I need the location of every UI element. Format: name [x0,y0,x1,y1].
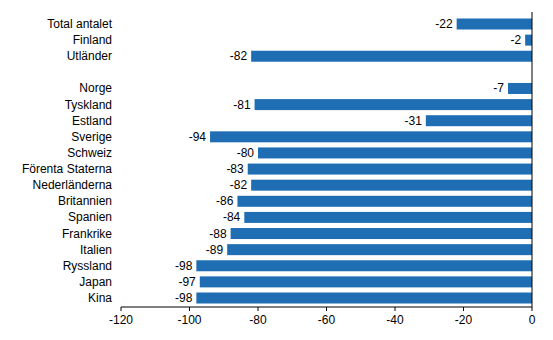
x-axis: -120 -100 -80 -60 -40 -20 0 [109,12,536,327]
x-tick [532,307,533,311]
data-label: -98 [175,259,193,273]
category-label: Spanien [68,210,112,224]
bar [231,228,532,239]
data-label: -94 [189,130,207,144]
bar [457,19,532,30]
category-label: Ryssland [63,259,112,273]
category-label: Norge [79,81,112,95]
bar [244,212,532,223]
x-tick [121,307,122,311]
category-label: Tyskland [65,98,112,112]
data-label: -84 [223,210,241,224]
bar [255,99,532,110]
category-label: Förenta Staterna [22,162,112,176]
bar [196,260,532,271]
data-label: -80 [237,146,255,160]
x-tick [189,307,190,311]
x-tick [258,307,259,311]
x-tick-label: -100 [177,313,201,327]
x-tick-label: -40 [386,313,404,327]
bar [227,244,532,255]
data-label: -81 [233,98,251,112]
category-label: Finland [73,33,112,47]
bars [196,19,532,304]
data-label: -2 [510,33,521,47]
data-label: -88 [209,227,227,241]
category-label: Schweiz [67,146,112,160]
x-tick-label: -80 [249,313,267,327]
category-label: Britannien [58,194,112,208]
category-label: Nederländerna [33,178,113,192]
x-tick-label: -120 [109,313,133,327]
x-tick-label: 0 [529,313,536,327]
data-label: -82 [230,49,248,63]
bar [251,51,532,62]
data-label: -22 [435,17,453,31]
bar [237,196,532,207]
x-tick-label: -20 [455,313,473,327]
category-label: Estland [72,114,112,128]
data-label: -86 [216,194,234,208]
data-label: -89 [206,243,224,257]
bar [525,35,532,46]
x-tick [326,307,327,311]
bar [248,164,532,175]
x-tick-label: -60 [318,313,336,327]
labels: Total antalet -22 Finland -2 Utländer -82 Norg… [22,17,522,305]
category-label: Total antalet [47,17,112,31]
bar [508,83,532,94]
x-tick [395,307,396,311]
data-label: -98 [175,291,193,305]
category-label: Kina [88,291,112,305]
data-label: -31 [404,114,422,128]
chart-container: Total antalet -22 Finland -2 Utländer -82 Norg… [0,0,553,340]
bar [210,131,532,142]
category-label: Italien [80,243,112,257]
bar [258,147,532,158]
data-label: -7 [493,81,504,95]
data-label: -82 [230,178,248,192]
chart-svg: Total antalet -22 Finland -2 Utländer -82 Norg… [0,0,553,340]
bar [426,115,532,126]
category-label: Frankrike [62,227,112,241]
bar [200,276,532,287]
data-label: -97 [178,275,196,289]
data-label: -83 [226,162,244,176]
category-label: Utländer [67,49,112,63]
bar [196,293,532,304]
x-tick [463,307,464,311]
bar [251,180,532,191]
category-label: Sverige [71,130,112,144]
category-label: Japan [79,275,112,289]
zero-line [532,12,533,307]
